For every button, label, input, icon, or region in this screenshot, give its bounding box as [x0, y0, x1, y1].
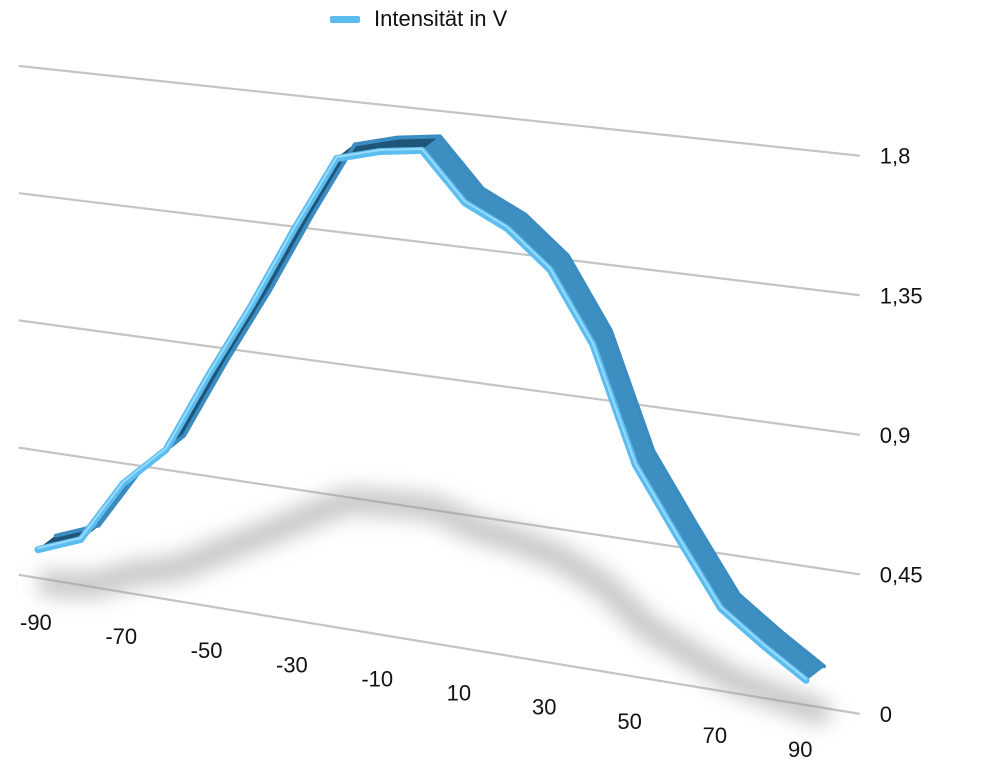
x-tick-label: 30	[532, 695, 556, 720]
ribbon-face	[634, 450, 697, 539]
x-tick-label: 50	[617, 709, 641, 734]
x-tick-label: -70	[105, 624, 137, 649]
y-tick-label: 0	[880, 702, 892, 727]
legend-swatch	[330, 15, 360, 23]
y-tick-label: 0,45	[880, 562, 923, 587]
x-tick-label: 90	[788, 737, 812, 762]
ribbon-face	[677, 523, 740, 609]
series-highlight	[37, 147, 807, 680]
y-tick-label: 0,9	[880, 423, 911, 448]
series-shadow	[37, 487, 831, 725]
ribbon-face	[592, 329, 654, 466]
series-ribbon	[37, 135, 825, 681]
x-tick-label: -10	[361, 666, 393, 691]
gridline	[18, 64, 860, 157]
gridline	[18, 192, 860, 297]
y-tick-label: 1,35	[880, 283, 923, 308]
series-back-edge	[54, 134, 826, 669]
legend-label: Intensität in V	[374, 6, 508, 31]
x-tick-label: 70	[703, 723, 727, 748]
gridline	[18, 319, 860, 436]
gridline	[18, 573, 860, 715]
x-tick-label: -30	[276, 652, 308, 677]
series-line	[34, 146, 810, 684]
y-tick-label: 1,8	[880, 144, 911, 169]
x-tick-label: 10	[447, 681, 471, 706]
legend: Intensität in V	[330, 6, 507, 32]
x-tick-label: -50	[191, 638, 223, 663]
ribbon-face	[549, 255, 612, 345]
x-tick-label: -90	[20, 610, 52, 635]
